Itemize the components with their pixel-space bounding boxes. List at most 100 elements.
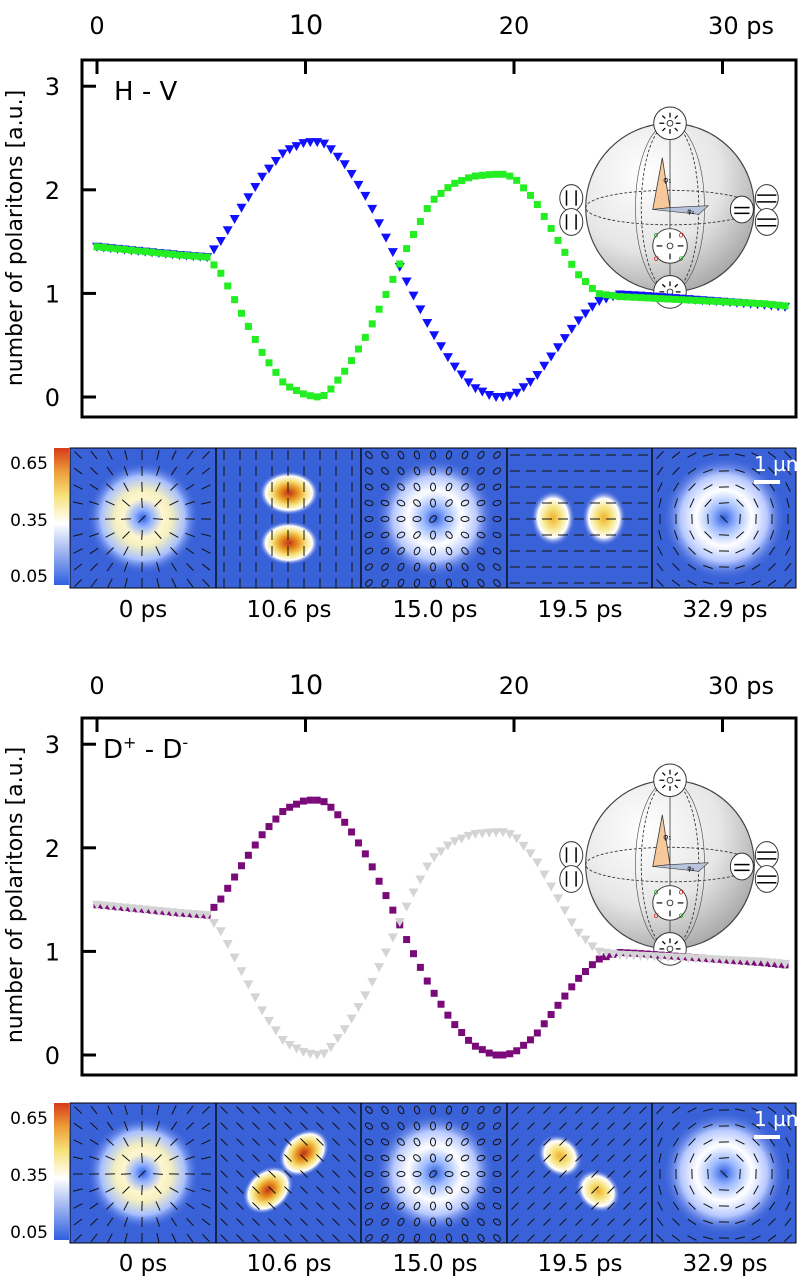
data-point — [472, 173, 479, 180]
y-tick-label: 2 — [45, 835, 60, 863]
y-tick-label: 0 — [45, 1042, 60, 1070]
data-point — [216, 927, 226, 936]
data-point — [546, 882, 556, 891]
data-point — [389, 276, 396, 283]
data-point — [300, 390, 307, 397]
data-point — [388, 248, 398, 257]
time-label-dd-4: 32.9 ps — [682, 1251, 767, 1277]
data-point — [417, 964, 424, 971]
polarization-dash — [708, 514, 709, 524]
maps-hv: 1 µm — [70, 448, 805, 588]
data-point — [582, 968, 589, 975]
data-point — [257, 173, 267, 182]
data-point — [293, 801, 300, 808]
data-point — [720, 298, 727, 305]
data-point — [107, 245, 114, 252]
data-point — [422, 319, 432, 328]
data-point — [665, 295, 672, 302]
data-point — [582, 278, 589, 285]
data-point — [355, 839, 362, 846]
y-tick-label: 1 — [45, 280, 60, 308]
data-point — [314, 393, 321, 400]
data-point — [169, 251, 176, 258]
panel-title-hv: H - V — [114, 77, 177, 107]
data-point — [409, 292, 419, 301]
data-point — [465, 174, 472, 181]
polarization-dash — [121, 519, 131, 520]
data-point — [403, 936, 410, 943]
data-point — [197, 253, 204, 260]
data-point — [327, 804, 334, 811]
data-point — [245, 852, 252, 859]
data-point — [436, 342, 446, 351]
data-point — [271, 1026, 281, 1035]
data-point — [327, 386, 334, 393]
data-point — [334, 811, 341, 818]
data-point — [457, 370, 467, 379]
data-point — [513, 1047, 520, 1054]
time-label-dd-0: 0 ps — [119, 1251, 168, 1277]
data-point — [554, 1002, 561, 1009]
data-point — [223, 226, 233, 235]
data-point — [266, 823, 273, 830]
data-point — [236, 204, 246, 213]
data-point — [568, 983, 575, 990]
data-point — [554, 237, 561, 244]
time-label-hv-2: 15.0 ps — [392, 597, 477, 623]
colorbar-tick-high: 0.65 — [10, 454, 48, 474]
data-point — [381, 234, 391, 243]
data-point — [637, 294, 644, 301]
data-point — [630, 294, 637, 301]
polarization-dash — [142, 530, 143, 540]
scale-bar-dd — [754, 1135, 780, 1139]
data-point — [610, 292, 617, 299]
data-point — [525, 849, 535, 858]
data-point — [210, 904, 217, 911]
data-point — [340, 1025, 350, 1034]
colorbar-tick-low-dd: 0.05 — [10, 1223, 48, 1243]
data-point — [486, 1050, 493, 1057]
time-label-dd-3: 19.5 ps — [537, 1251, 622, 1277]
data-point — [486, 171, 493, 178]
data-point — [775, 302, 782, 309]
data-point — [230, 215, 240, 224]
polarization-dash — [719, 535, 729, 536]
data-point — [300, 798, 307, 805]
data-point — [761, 300, 768, 307]
maps-row-hv: 0.65 0.35 0.05 1 µm 0 ps 10.6 ps 15.0 — [10, 448, 805, 623]
data-point — [539, 870, 549, 879]
x-tick-label: 0 — [89, 672, 104, 700]
data-point — [479, 172, 486, 179]
data-point — [396, 260, 403, 267]
data-point — [403, 245, 410, 252]
data-point — [465, 1037, 472, 1044]
data-point — [443, 353, 453, 362]
data-point — [548, 225, 555, 232]
y-tick-label: 1 — [45, 938, 60, 966]
y-tick-label: 3 — [45, 73, 60, 101]
x-tick-label: 30 ps — [708, 12, 774, 40]
map-hv-10ps-lobe-bottom — [259, 521, 319, 565]
data-point — [451, 1021, 458, 1028]
data-point — [713, 298, 720, 305]
data-point — [505, 392, 515, 401]
polarization-dash — [153, 519, 163, 520]
data-point — [217, 896, 224, 903]
polarization-dash — [740, 1169, 741, 1179]
data-point — [472, 1043, 479, 1050]
data-point — [374, 963, 384, 972]
y-axis-label-hv: number of polaritons [a.u.] — [3, 90, 28, 386]
data-point — [706, 298, 713, 305]
data-point — [733, 299, 740, 306]
data-point — [409, 889, 419, 898]
data-point — [238, 862, 245, 869]
data-point — [493, 1052, 500, 1059]
data-point — [210, 261, 217, 268]
data-point — [589, 961, 596, 968]
x-tick-label: 20 — [499, 12, 530, 40]
data-point — [575, 271, 582, 278]
data-point — [424, 978, 431, 985]
